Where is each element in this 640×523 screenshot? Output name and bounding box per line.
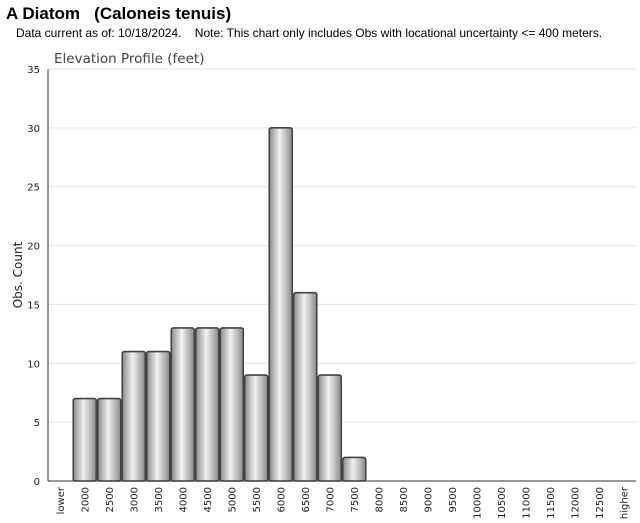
bar-2000	[72, 397, 98, 482]
y-tick-label: 15	[27, 300, 40, 311]
y-tick-label: 25	[27, 183, 40, 194]
x-tick-label: 2500	[105, 487, 116, 512]
x-tick-label: 10500	[497, 487, 508, 519]
bar-7500	[341, 456, 367, 482]
x-tick-label: 9000	[423, 487, 434, 512]
axes	[47, 69, 636, 482]
x-tick-label: 6500	[301, 487, 312, 512]
bar-2500	[96, 397, 122, 482]
x-tick-label: 8500	[399, 487, 410, 512]
y-tick-labels: 0 5 10 15 20 25 30 35	[27, 65, 40, 488]
bar-5000	[219, 327, 245, 482]
bar-4500	[194, 327, 220, 482]
bar-3500	[145, 350, 171, 482]
x-tick-label: 2000	[80, 487, 91, 512]
x-tick-label: 12000	[570, 487, 581, 519]
x-tick-label: 3500	[154, 487, 165, 512]
y-tick-label: 5	[34, 418, 40, 429]
data-note: Data current as of: 10/18/2024. Note: Th…	[16, 26, 603, 40]
x-tick-label: higher	[619, 486, 630, 519]
plot-title: Elevation Profile (feet)	[54, 51, 204, 67]
y-tick-label: 30	[27, 124, 40, 135]
y-tick-label: 10	[27, 359, 40, 370]
x-tick-label: lower	[56, 486, 67, 514]
x-tick-label: 4500	[203, 487, 214, 512]
bar-6500	[292, 291, 318, 482]
x-tick-label: 11500	[546, 487, 557, 519]
x-tick-label: 5500	[252, 487, 263, 512]
bar-3000	[121, 350, 147, 482]
x-tick-label: 7500	[350, 487, 361, 512]
x-tick-label: 10000	[472, 487, 483, 519]
x-tick-label: 4000	[178, 487, 189, 512]
x-tick-label: 9500	[448, 487, 459, 512]
bar-5500	[243, 374, 269, 482]
x-tick-label: 11000	[521, 487, 532, 519]
bar-7000	[317, 374, 343, 482]
bar-4000	[170, 327, 196, 482]
y-axis-title: Obs. Count	[11, 241, 25, 308]
y-tick-label: 20	[27, 242, 40, 253]
chart-title: A Diatom (Caloneis tenuis)	[6, 4, 232, 23]
y-tick-label: 0	[34, 477, 40, 488]
y-tick-label: 35	[27, 65, 40, 76]
x-tick-label: 6000	[276, 487, 287, 512]
x-tick-label: 8000	[374, 487, 385, 512]
bar-6000	[268, 127, 294, 482]
x-tick-label: 5000	[227, 487, 238, 512]
bars	[72, 127, 367, 482]
x-tick-labels: lower 2000 2500 3000 3500 4000 4500 5000 5500 600…	[56, 486, 631, 519]
x-tick-label: 7000	[325, 487, 336, 512]
x-tick-label: 3000	[129, 487, 140, 512]
x-tick-label: 12500	[595, 487, 606, 519]
